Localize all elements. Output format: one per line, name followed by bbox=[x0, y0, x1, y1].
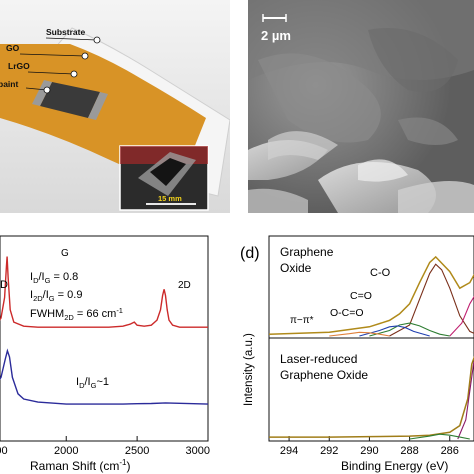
label-paint: paint bbox=[0, 79, 18, 89]
sem-image-panel: 2 µm bbox=[248, 0, 474, 213]
raman-ratio-lrgo: ID/IG~1 bbox=[76, 376, 109, 390]
sem-scale-label: 2 µm bbox=[261, 28, 291, 43]
panel-d-label: (d) bbox=[240, 245, 260, 262]
callout-line-paint bbox=[25, 87, 48, 91]
xps-upper-series-line-3 bbox=[369, 322, 450, 337]
raman-x-tick-label: 2500 bbox=[125, 445, 149, 457]
label-go: GO bbox=[6, 43, 20, 53]
xps-chart: (d) Intensity (a.u.) 294292290288286284 … bbox=[240, 235, 474, 473]
xps-y-axis-label: Intensity (a.u.) bbox=[243, 333, 255, 406]
raman-series-group bbox=[0, 256, 209, 405]
raman-ratio-2d: I2D/IG = 0.9 bbox=[30, 289, 82, 303]
xps-upper-series-line-1 bbox=[268, 255, 474, 335]
paint-contact-left bbox=[32, 80, 52, 106]
xps-peak-label-c-eq-o: C=O bbox=[350, 290, 372, 302]
xps-lower-label-line1: Laser-reduced bbox=[280, 352, 357, 366]
xps-upper-label-line2: Oxide bbox=[280, 261, 312, 275]
callout-dot-lrgo bbox=[70, 70, 78, 78]
label-substrate: Substrate bbox=[46, 27, 85, 37]
raman-x-ticks: 1500 2000 2500 3000 bbox=[0, 436, 210, 457]
raman-x-tick-label: 2000 bbox=[54, 445, 78, 457]
device-schematic: Substrate GO LrGO paint 15 mm bbox=[0, 27, 230, 211]
xps-upper-series-line-2 bbox=[389, 263, 474, 337]
raman-peak-label-d: D bbox=[0, 279, 8, 291]
xps-upper-series-line-4 bbox=[359, 325, 430, 337]
xps-x-axis-label: Binding Energy (eV) bbox=[341, 459, 448, 473]
xps-upper-series-line-6 bbox=[449, 295, 474, 337]
xps-peak-label-pi: π−π* bbox=[290, 315, 314, 326]
xps-lower-label-line2: Graphene Oxide bbox=[280, 368, 368, 382]
raman-peak-label-g: G bbox=[61, 248, 69, 259]
xps-series-group bbox=[268, 255, 474, 440]
device-schematic-panel: Substrate GO LrGO paint 15 mm bbox=[0, 0, 230, 213]
raman-fwhm: FWHM2D = 66 cm-1 bbox=[30, 306, 123, 322]
inset-scale-label: 15 mm bbox=[158, 194, 182, 203]
lrgo-patch bbox=[40, 82, 100, 118]
xps-x-tick-label: 294 bbox=[280, 445, 298, 457]
xps-lower-series-line-1 bbox=[269, 355, 474, 438]
raman-ratio-go: ID/IG = 0.8 bbox=[30, 271, 78, 285]
callout-dot-paint bbox=[43, 86, 51, 94]
xps-spectrum-panel: (d) Intensity (a.u.) 294292290288286284 … bbox=[238, 228, 474, 474]
raman-spectrum-panel: 1500 2000 2500 3000 D G 2D ID/IG = 0.8 I2D/… bbox=[0, 228, 230, 474]
sem-image: 2 µm bbox=[248, 0, 474, 213]
raman-series-go-line bbox=[0, 256, 208, 328]
xps-x-tick-label: 292 bbox=[320, 445, 338, 457]
xps-x-ticks: 294292290288286284 bbox=[280, 436, 459, 457]
xps-upper-series-line-5 bbox=[329, 331, 390, 337]
raman-x-tick-label: 3000 bbox=[186, 445, 210, 457]
raman-plot-frame bbox=[0, 235, 209, 442]
callout-line-go bbox=[19, 53, 86, 57]
xps-x-tick-label: 290 bbox=[360, 445, 378, 457]
paint-contact-right bbox=[88, 92, 108, 120]
xps-lower-series-line-2 bbox=[457, 360, 474, 440]
xps-upper-label-line1: Graphene bbox=[280, 245, 334, 259]
label-lrgo: LrGO bbox=[8, 61, 30, 71]
callout-line-lrgo bbox=[27, 71, 75, 75]
xps-peak-label-co: C-O bbox=[370, 267, 391, 279]
raman-peak-label-2d: 2D bbox=[178, 280, 191, 291]
raman-x-tick-label: 1500 bbox=[0, 445, 8, 457]
callout-dot-go bbox=[81, 52, 89, 60]
xps-x-tick-label: 288 bbox=[400, 445, 418, 457]
callout-dot-substrate bbox=[93, 36, 101, 44]
raman-chart: 1500 2000 2500 3000 D G 2D ID/IG = 0.8 I2D/… bbox=[0, 235, 210, 473]
xps-x-tick-label: 286 bbox=[441, 445, 459, 457]
inset-photo: 15 mm bbox=[119, 145, 209, 211]
xps-peak-label-o-c-eq-o: O-C=O bbox=[330, 307, 364, 319]
raman-series-lrgo-line bbox=[0, 348, 209, 405]
callout-line-substrate bbox=[45, 37, 98, 41]
xps-lower-series-line-3 bbox=[409, 433, 470, 440]
raman-x-axis-label: Raman Shift (cm-1) bbox=[30, 458, 130, 473]
